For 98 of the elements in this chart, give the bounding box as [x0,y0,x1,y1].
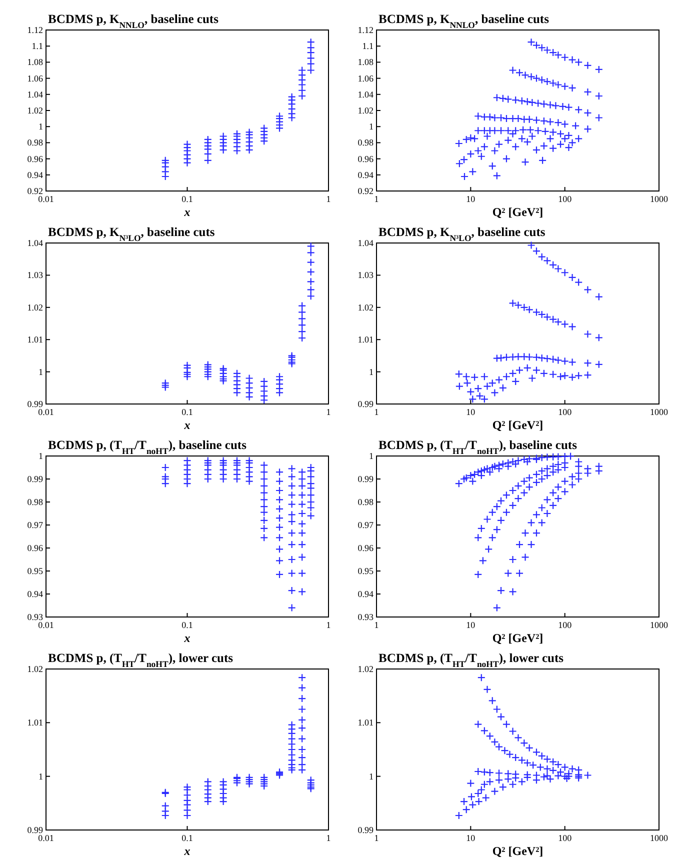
x-tick-label: 10 [466,407,476,417]
y-tick-label: 1.01 [27,718,43,728]
y-tick-label: 1.03 [27,270,44,280]
y-tick-label: 0.96 [358,543,374,553]
y-tick-label: 1.02 [27,106,43,116]
y-tick-label: 1.08 [27,57,44,68]
x-tick-label: 0.1 [182,833,193,843]
y-tick-label: 0.99 [358,474,374,484]
y-tick-label: 1 [38,122,43,132]
y-tick-label: 0.93 [358,612,374,622]
x-tick-label: 100 [558,194,572,204]
x-axis-title: Q² [GeV²] [492,205,544,219]
x-tick-label: 10 [466,833,476,843]
y-tick-label: 0.96 [27,154,44,164]
y-tick-label: 0.99 [358,399,374,409]
y-tick-label: 0.99 [27,474,44,484]
y-tick-label: 1.02 [358,664,374,674]
x-tick-label: 1 [326,407,331,417]
y-tick-label: 0.97 [358,520,374,530]
y-tick-label: 1.03 [358,270,374,280]
x-tick-label: 10 [466,194,476,204]
y-tick-label: 0.98 [358,497,374,507]
chart-title: BCDMS p, K$_{NNLO}$, baseline cuts [48,12,219,30]
chart-title: BCDMS p, (T$_{HT}$/T$_{noHT}$), baseline cuts [48,438,247,456]
x-axis-title: Q² [GeV²] [492,844,544,858]
x-axis-title: x [183,205,190,219]
y-tick-label: 1 [369,771,374,782]
y-tick-label: 1.02 [27,302,43,312]
y-tick-label: 1 [369,451,374,461]
x-tick-label: 10 [466,620,476,630]
x-tick-label: 0.01 [38,407,54,417]
y-tick-label: 1 [38,771,43,782]
x-tick-label: 0.01 [38,194,54,204]
y-tick-label: 0.97 [27,520,44,530]
y-tick-label: 0.94 [27,170,44,180]
x-axis-title: x [183,631,190,645]
y-tick-label: 0.95 [358,566,374,576]
y-tick-label: 0.94 [27,589,44,599]
x-tick-label: 1 [326,194,331,204]
x-tick-label: 1000 [650,194,668,204]
y-tick-label: 1 [369,366,374,377]
x-axis-title: Q² [GeV²] [492,418,544,432]
y-tick-label: 1.1 [32,41,43,52]
x-tick-label: 100 [558,407,572,417]
y-tick-label: 1.04 [27,89,44,100]
y-tick-label: 1 [369,122,374,132]
chart-title: BCDMS p, (T$_{HT}$/T$_{noHT}$), lower cuts [378,651,564,669]
chart-title: BCDMS p, K$_{N³LO}$, baseline cuts [48,225,215,243]
y-tick-label: 0.92 [358,186,374,196]
x-tick-label: 1000 [650,620,668,630]
y-tick-label: 1.04 [358,238,374,248]
x-tick-label: 1000 [650,407,668,417]
y-tick-label: 0.99 [358,825,374,835]
x-tick-label: 100 [558,833,572,843]
y-tick-label: 0.95 [27,566,44,576]
y-tick-label: 0.96 [27,543,44,553]
y-tick-label: 1.01 [358,334,374,345]
y-tick-label: 1.06 [27,73,44,84]
y-tick-label: 0.99 [27,825,44,835]
x-axis-title: x [183,844,190,858]
x-tick-label: 0.1 [182,620,193,630]
y-tick-label: 1.08 [358,57,374,68]
x-tick-label: 1 [326,833,331,843]
y-tick-label: 1.12 [358,25,374,35]
y-tick-label: 1.02 [358,106,374,116]
y-tick-label: 1.04 [358,89,374,100]
y-tick-label: 0.94 [358,170,374,180]
x-tick-label: 0.1 [182,407,193,417]
y-tick-label: 0.96 [358,154,374,164]
x-axis-title: Q² [GeV²] [492,631,544,645]
y-tick-label: 1 [38,366,43,377]
x-tick-label: 100 [558,620,572,630]
y-tick-label: 0.93 [27,612,44,622]
y-tick-label: 1.04 [27,238,44,248]
chart-title: BCDMS p, (T$_{HT}$/T$_{noHT}$), lower cuts [48,651,234,669]
x-tick-label: 0.01 [38,833,54,843]
y-tick-label: 1.06 [358,73,374,84]
chart-title: BCDMS p, K$_{NNLO}$, baseline cuts [378,12,550,30]
y-tick-label: 1.12 [27,25,43,35]
y-tick-label: 0.98 [27,138,44,148]
y-tick-label: 0.94 [358,589,374,599]
y-tick-label: 1.1 [362,41,374,52]
y-tick-label: 0.99 [27,399,44,409]
y-tick-label: 1.01 [27,334,43,345]
x-tick-label: 0.01 [38,620,54,630]
y-tick-label: 0.92 [27,186,43,196]
chart-title: BCDMS p, K$_{N³LO}$, baseline cuts [378,225,546,243]
x-tick-label: 1000 [650,833,668,843]
y-tick-label: 1.02 [358,302,374,312]
x-tick-label: 1 [326,620,331,630]
x-axis-title: x [183,418,190,432]
y-tick-label: 0.98 [358,138,374,148]
y-tick-label: 1.01 [358,718,374,728]
x-tick-label: 0.1 [182,194,193,204]
chart-title: BCDMS p, (T$_{HT}$/T$_{noHT}$), baseline cuts [378,438,578,456]
y-tick-label: 0.98 [27,497,44,507]
y-tick-label: 1.02 [27,664,43,674]
y-tick-label: 1 [38,451,43,461]
